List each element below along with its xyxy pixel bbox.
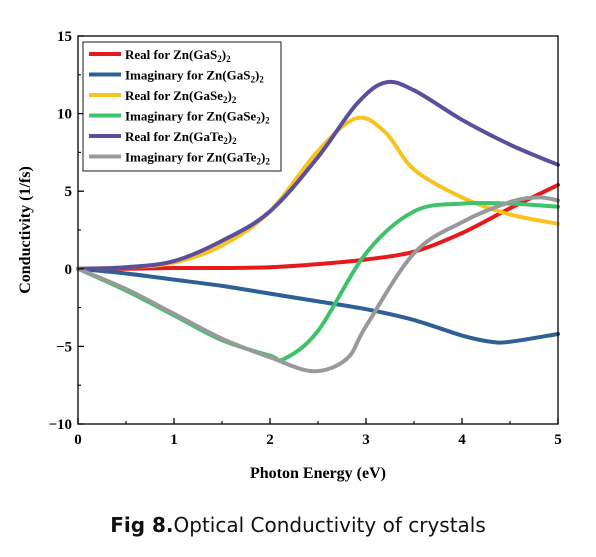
legend-label-3: Imaginary for Zn(GaSe2)2 xyxy=(125,109,270,126)
x-axis-title: Photon Energy (eV) xyxy=(250,465,386,482)
y-tick-label: 0 xyxy=(65,262,73,278)
x-tick-label: 1 xyxy=(170,432,178,448)
y-axis-title: Conductivity (1/fs) xyxy=(17,166,34,294)
legend-label-4: Real for Zn(GaTe2)2 xyxy=(125,129,237,146)
legend-label-2: Real for Zn(GaSe2)2 xyxy=(125,88,237,105)
series-line-3 xyxy=(76,200,560,363)
x-tick-label: 4 xyxy=(458,432,466,448)
figure-caption-text: Optical Conductivity of crystals xyxy=(173,513,486,537)
legend-label-5: Imaginary for Zn(GaTe2)2 xyxy=(125,150,270,167)
figure-number: Fig 8. xyxy=(110,513,174,537)
chart-container: 0 1 2 3 4 5 −10 −5 0 5 10 15 Photon Energy (eV) Condu… xyxy=(17,29,562,482)
x-tick-label: 5 xyxy=(554,432,562,448)
y-tick-label: −5 xyxy=(56,339,72,355)
x-tick-label: 3 xyxy=(362,432,370,448)
legend-label-1: Imaginary for Zn(GaS2)2 xyxy=(125,68,264,85)
series-line-5 xyxy=(76,195,560,374)
y-tick-label: 10 xyxy=(57,107,72,123)
series-line-4 xyxy=(76,79,560,271)
x-tick-label: 2 xyxy=(266,432,274,448)
figure-caption: Fig 8.Optical Conductivity of crystals xyxy=(0,513,596,537)
y-tick-label: 5 xyxy=(65,184,73,200)
legend-label-0: Real for Zn(GaS2)2 xyxy=(125,47,231,64)
y-tick-label: 15 xyxy=(57,29,72,45)
legend-box xyxy=(82,41,282,172)
series-line-1 xyxy=(76,266,560,345)
y-tick-label: −10 xyxy=(48,417,72,433)
series-line-0 xyxy=(76,182,560,271)
x-tick-label: 0 xyxy=(74,432,82,448)
line-chart: 0 1 2 3 4 5 −10 −5 0 5 10 15 Photon Energy (eV) Condu… xyxy=(17,29,562,482)
